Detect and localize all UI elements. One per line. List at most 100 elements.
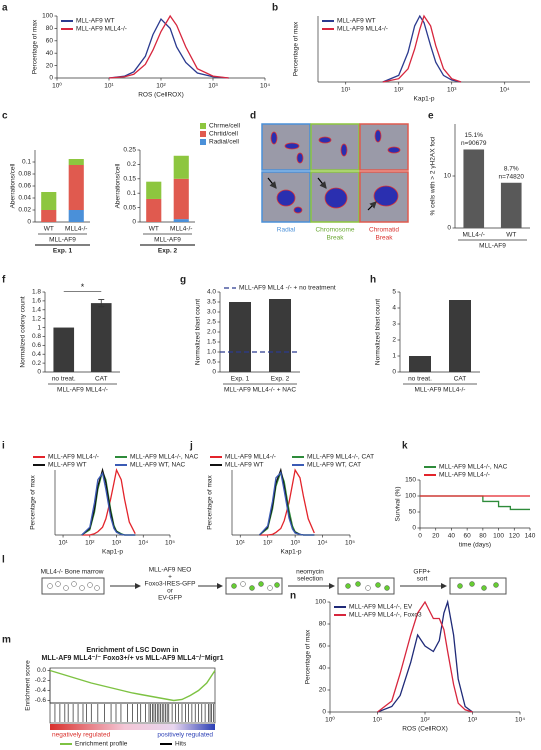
series-line xyxy=(382,14,462,83)
image-label: Chromatid xyxy=(369,227,399,234)
legend-label: MLL-AF9 WT xyxy=(225,462,264,469)
legend-label: MLL-AF9 WT xyxy=(337,18,376,25)
bar xyxy=(500,182,522,228)
series-line xyxy=(259,468,315,536)
y-tick-label: 5 xyxy=(392,289,396,296)
panel-label: f xyxy=(2,275,6,286)
series-line xyxy=(420,495,530,511)
y-tick-label: 0 xyxy=(49,75,53,82)
y-tick-label: 0.06 xyxy=(18,183,31,190)
y-tick-label: 2.0 xyxy=(207,329,216,336)
x-tick-label: Exp. 1 xyxy=(231,376,250,383)
bar xyxy=(53,327,75,372)
bar xyxy=(463,149,485,228)
y-tick-label: 1.0 xyxy=(207,349,216,356)
x-tick-label: 10¹ xyxy=(236,540,246,547)
y-tick-label: 3.5 xyxy=(207,299,216,306)
x-tick-label: no treat. xyxy=(52,376,76,383)
legend-swatch xyxy=(200,131,206,137)
step-label: GFP+ xyxy=(413,569,430,576)
bar xyxy=(269,299,291,372)
bar-segment xyxy=(146,198,162,222)
x-tick-label: WT xyxy=(149,226,159,233)
y-tick-label: 80 xyxy=(46,25,54,32)
y-tick-label: 80 xyxy=(319,621,327,628)
x-tick-label: 10³ xyxy=(468,717,478,724)
legend-label: MLL-AF9 WT xyxy=(76,18,115,25)
y-tick-label: 0 xyxy=(447,225,451,232)
x-tick-label: WT xyxy=(506,232,516,239)
chromosomes xyxy=(270,129,401,214)
x-tick-label: 80 xyxy=(479,533,487,540)
x-tick-label: 10² xyxy=(420,717,430,724)
series-line xyxy=(81,467,136,536)
legend-label: MLL-AF9 MLL4-/- xyxy=(337,26,388,33)
x-tick-label: WT xyxy=(44,226,54,233)
panel-label: j xyxy=(189,441,193,452)
x-tick-label: 10² xyxy=(85,540,95,547)
x-tick-label: 100 xyxy=(493,533,504,540)
y-tick-label: 1.8 xyxy=(32,289,41,296)
y-tick-label: -0.2 xyxy=(35,677,47,684)
y-tick-label: 0.2 xyxy=(32,360,41,367)
value-label: 15.1% xyxy=(465,132,484,139)
hits-frame xyxy=(49,702,216,724)
y-tick-label: 40 xyxy=(319,665,327,672)
image-label: Break xyxy=(376,235,394,242)
panel-label: d xyxy=(250,111,256,122)
y-tick-label: 20 xyxy=(46,62,54,69)
legend-label: MLL-AF9 MLL4-/-, Foxo3 xyxy=(349,612,422,619)
series-line xyxy=(81,471,136,536)
y-tick-label: 1.6 xyxy=(32,298,41,305)
x-tick-label: 10⁰ xyxy=(325,716,335,724)
bar xyxy=(409,356,431,372)
y-tick-label: 0.5 xyxy=(207,359,216,366)
x-tick-label: 0 xyxy=(418,533,422,540)
x-tick-label: 10⁴ xyxy=(500,87,510,94)
x-tick-label: no treat. xyxy=(408,376,432,383)
group-label: MLL-AF9 MLL4-/- + NAC xyxy=(224,387,296,394)
bar-segment xyxy=(173,178,189,220)
y-tick-label: 0.0 xyxy=(37,667,46,674)
y-tick-label: 3.0 xyxy=(207,309,216,316)
legend-swatch xyxy=(200,139,206,145)
dish xyxy=(449,577,507,595)
x-tick-label: 60 xyxy=(464,533,472,540)
group-label: MLL-AF9 MLL4-/- xyxy=(57,387,108,394)
y-tick-label: -0.4 xyxy=(35,687,47,694)
y-tick-label: 50 xyxy=(409,509,417,516)
x-tick-label: 10⁵ xyxy=(345,540,355,547)
panel-label: e xyxy=(428,111,434,122)
step-label: Foxo3-IRES-GFP xyxy=(145,581,196,588)
gradient-label: negatively regulated xyxy=(52,732,111,739)
x-tick-label: 10³ xyxy=(112,540,122,547)
y-tick-label: 0.8 xyxy=(32,333,41,340)
legend-swatch xyxy=(200,123,206,129)
workflow-diagram: MLL4-/- Bone marrow MLL-AF9 NEO + Foxo3-… xyxy=(41,567,507,602)
x-tick-label: 10⁴ xyxy=(318,540,328,547)
legend-label: Chrtid/cell xyxy=(209,131,238,138)
group-label: MLL-AF9 xyxy=(154,237,181,244)
y-tick-label: 100 xyxy=(315,599,326,606)
x-axis-label: time (days) xyxy=(459,542,491,549)
y-tick-label: 4 xyxy=(392,305,396,312)
panel-label: h xyxy=(370,275,376,286)
x-tick-label: 40 xyxy=(448,533,456,540)
x-tick-label: 10⁴ xyxy=(515,717,525,724)
chart-title: Enrichment of LSC Down in xyxy=(86,647,178,654)
y-tick-label: 40 xyxy=(46,50,54,57)
series-line xyxy=(377,600,473,713)
y-axis-label: Percentage of max xyxy=(207,474,214,529)
y-axis-label: Normalized blast count xyxy=(195,299,202,365)
legend-label: MLL-AF9 MLL4-/- xyxy=(225,454,276,461)
x-axis-label: Kap1-p xyxy=(102,549,123,556)
x-tick-label: 10¹ xyxy=(104,83,114,90)
x-tick-label: 10² xyxy=(263,540,273,547)
x-tick-label: 10² xyxy=(156,83,166,90)
y-tick-label: 1 xyxy=(392,353,396,360)
x-tick-label: 10³ xyxy=(290,540,300,547)
y-tick-label: -0.6 xyxy=(35,697,47,704)
legend-label: MLL-AF9 WT, CAT xyxy=(307,462,361,469)
y-axis-label: Percentage of max xyxy=(305,629,312,684)
y-axis-label: Normalized colony count xyxy=(20,296,27,367)
